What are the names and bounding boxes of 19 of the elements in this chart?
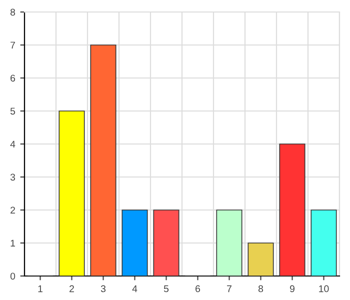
y-tick-label: 2 bbox=[10, 206, 15, 214]
y-tick-label: 0 bbox=[10, 272, 16, 280]
y-tick-label: 8 bbox=[10, 8, 16, 16]
x-tick-label: 7 bbox=[227, 285, 232, 292]
x-tick-label: 2 bbox=[70, 285, 74, 292]
y-tick-label: 3 bbox=[10, 174, 16, 181]
y-tick-label: 6 bbox=[10, 74, 16, 82]
x-tick-label: 1 bbox=[38, 285, 42, 292]
x-tick-label: 10 bbox=[319, 285, 329, 292]
x-tick-label: 4 bbox=[132, 285, 138, 292]
y-tick-label: 7 bbox=[10, 42, 15, 49]
y-tick-label: 4 bbox=[10, 140, 16, 148]
x-tick-label: 3 bbox=[100, 285, 106, 292]
x-tick-label: 5 bbox=[164, 285, 169, 292]
x-tick-label: 9 bbox=[290, 285, 294, 292]
y-tick-label: 1 bbox=[10, 240, 15, 247]
x-tick-label: 6 bbox=[196, 285, 200, 292]
x-tick-label: 8 bbox=[258, 285, 264, 292]
y-tick-label: 5 bbox=[10, 108, 16, 115]
